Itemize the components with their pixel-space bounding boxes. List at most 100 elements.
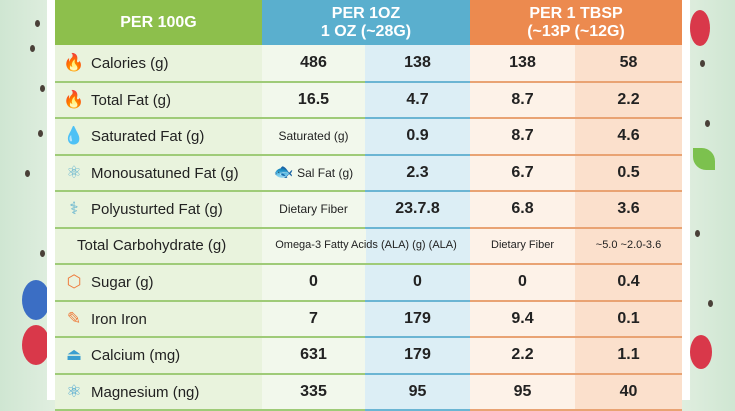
- nutrient-label-cell: ⚛ Monousatuned Fat (g): [55, 154, 262, 192]
- value-cell: 631: [262, 337, 365, 375]
- water-drop-icon: 💧: [63, 126, 85, 146]
- cube-icon: ⬡: [66, 272, 82, 292]
- nutrient-label: Saturated Fat (g): [91, 128, 205, 146]
- value-text: Sal Fat (g): [297, 165, 354, 180]
- value-text: 7: [309, 309, 318, 327]
- nutrient-label-cell: 💧 Saturated Fat (g): [55, 118, 262, 156]
- nutrient-label: Total Fat (g): [91, 91, 172, 109]
- value-cell: 🐟 Sal Fat (g): [262, 154, 365, 192]
- value-text: 95: [513, 382, 532, 400]
- value-text: 1.1: [617, 346, 640, 364]
- table-row: 🔥 Calories (g) 486 138 138 58: [55, 45, 682, 83]
- value-cell: 95: [470, 373, 575, 411]
- nutrient-label-cell: ⚛ Magnesium (ng): [55, 373, 262, 411]
- value-text: 2.3: [406, 163, 429, 181]
- strawberry-icon: [690, 10, 710, 46]
- nutrient-label-cell: 🔥 Total Fat (g): [55, 81, 262, 119]
- header-per-1oz: PER 1OZ 1 OZ (~28G): [262, 0, 470, 45]
- nutrient-label: Polyusturted Fat (g): [91, 201, 223, 219]
- table-row: 💧 Saturated Fat (g) Saturated (g) 0.9 8.7 4.6: [55, 118, 682, 156]
- value-text: 138: [404, 53, 431, 71]
- value-text: 179: [404, 346, 431, 364]
- nutrient-label: Iron Iron: [91, 310, 147, 328]
- value-cell: 4.7: [365, 81, 470, 119]
- value-text: 631: [300, 346, 327, 364]
- value-cell: 0.4: [575, 264, 682, 302]
- value-text: 0.4: [617, 273, 640, 291]
- table-row: ⚛ Monousatuned Fat (g) 🐟 Sal Fat (g) 2.3 6.7…: [55, 154, 682, 192]
- wheat-icon: ⚕: [69, 199, 79, 219]
- table-row: 🔥 Total Fat (g) 16.5 4.7 8.7 2.2: [55, 81, 682, 119]
- value-cell: 6.8: [470, 191, 575, 229]
- leaf-icon: [693, 148, 715, 170]
- value-text: 4.7: [406, 90, 429, 108]
- value-cell: 9.4: [470, 300, 575, 338]
- value-cell: 23.7.8: [365, 191, 470, 229]
- nutrient-label: Monousatuned Fat (g): [91, 164, 239, 182]
- value-text: 0: [413, 273, 422, 291]
- value-cell: 95: [365, 373, 470, 411]
- value-cell: Omega-3 Fatty Acids (ALA) (g) (ALA): [262, 227, 470, 265]
- value-text: 2.2: [511, 346, 534, 364]
- scale-icon: ⏏: [65, 345, 83, 365]
- value-cell: 0: [365, 264, 470, 302]
- table-row: ⬡ Sugar (g) 0 0 0 0.4: [55, 264, 682, 302]
- value-cell: 1.1: [575, 337, 682, 375]
- header-per-1tbsp: PER 1 TBSP (~13P (~12G): [470, 0, 682, 45]
- value-text: 58: [619, 53, 638, 71]
- value-text: 2.2: [617, 90, 640, 108]
- value-text: Dietary Fiber: [279, 201, 348, 216]
- nutrient-label-cell: ✎ Iron Iron: [55, 300, 262, 338]
- nutrient-label-cell: 🔥 Calories (g): [55, 45, 262, 83]
- value-cell: 6.7: [470, 154, 575, 192]
- value-text: 3.6: [617, 200, 640, 218]
- flame-icon: 🔥: [63, 52, 85, 72]
- value-cell: 0: [262, 264, 365, 302]
- value-cell: 335: [262, 373, 365, 411]
- value-cell: 0.9: [365, 118, 470, 156]
- blueberry-icon: [22, 280, 50, 320]
- strawberry-icon: [22, 325, 50, 365]
- value-text: 40: [619, 382, 638, 400]
- table-row: ⚛ Magnesium (ng) 335 95 95 40: [55, 373, 682, 411]
- value-cell: 3.6: [575, 191, 682, 229]
- value-text: 16.5: [297, 90, 330, 108]
- value-cell: 138: [470, 45, 575, 83]
- value-cell: 8.7: [470, 118, 575, 156]
- nutrient-label-cell: ⚕ Polyusturted Fat (g): [55, 191, 262, 229]
- molecule-icon: ⚛: [66, 162, 82, 182]
- value-text: 0: [309, 273, 318, 291]
- value-cell: 2.2: [575, 81, 682, 119]
- value-cell: 0.5: [575, 154, 682, 192]
- nutrient-label-cell: ⬡ Sugar (g): [55, 264, 262, 302]
- value-cell: 16.5: [262, 81, 365, 119]
- nutrient-label: Calcium (mg): [91, 347, 181, 365]
- table-row: Total Carbohydrate (g) Omega-3 Fatty Acid…: [55, 227, 682, 265]
- value-cell: 7: [262, 300, 365, 338]
- value-cell: 138: [365, 45, 470, 83]
- table-row: ⏏ Calcium (mg) 631 179 2.2 1.1: [55, 337, 682, 375]
- value-text: 6.8: [511, 200, 534, 218]
- value-cell: 179: [365, 300, 470, 338]
- nutrient-label-cell: Total Carbohydrate (g): [55, 227, 262, 265]
- nutrition-table: PER 100G PER 1OZ 1 OZ (~28G) PER 1 TBSP …: [55, 0, 682, 411]
- nutrient-label: Total Carbohydrate (g): [77, 237, 227, 255]
- value-text: 486: [300, 53, 327, 71]
- nutrient-label: Sugar (g): [91, 274, 154, 292]
- value-cell: 486: [262, 45, 365, 83]
- bone-icon: ✎: [66, 308, 82, 328]
- fish-icon: 🐟: [273, 163, 294, 181]
- value-text: 23.7.8: [395, 200, 440, 218]
- value-cell: Saturated (g): [262, 118, 365, 156]
- value-cell: Dietary Fiber: [262, 191, 365, 229]
- value-cell: 0.1: [575, 300, 682, 338]
- value-text: Saturated (g): [278, 128, 349, 143]
- value-cell: 179: [365, 337, 470, 375]
- table-row: ⚕ Polyusturted Fat (g) Dietary Fiber 23.7.8…: [55, 191, 682, 229]
- nutrient-label-cell: ⏏ Calcium (mg): [55, 337, 262, 375]
- value-text: 95: [408, 382, 427, 400]
- value-cell: 58: [575, 45, 682, 83]
- value-text: 0: [518, 273, 527, 291]
- value-cell: ~5.0 ~2.0-3.6: [575, 227, 682, 265]
- value-text: 4.6: [617, 127, 640, 145]
